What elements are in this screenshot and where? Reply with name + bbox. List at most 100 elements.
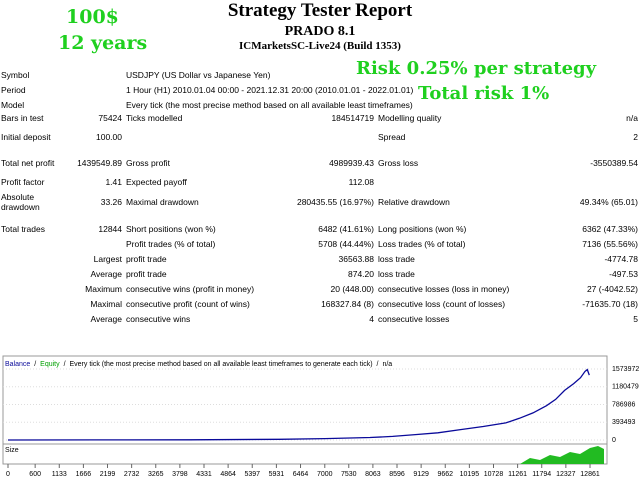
x-tick-label: 8063 [365, 471, 381, 478]
note: Total risk 1% [418, 83, 550, 104]
x-tick-label: 0 [6, 471, 10, 478]
x-tick-label: 7000 [317, 471, 333, 478]
field-label: 1 Hour (H1) 2010.01.04 00:00 - 2021.12.3… [126, 85, 414, 95]
x-tick-label: 600 [29, 471, 41, 478]
field-value: -71635.70 (18) [582, 299, 638, 309]
field-value: Maximal [90, 299, 122, 309]
field-value: 2 [633, 132, 638, 142]
field-value: 4 [369, 314, 374, 324]
field-label: Relative drawdown [378, 197, 450, 207]
field-label: loss trade [378, 269, 415, 279]
field-value: n/a [626, 113, 638, 123]
field-value: 5708 (44.44%) [318, 239, 374, 249]
field-label: Absolute drawdown [1, 192, 40, 212]
server: ICMarketsSC-Live24 (Build 1353) [239, 40, 401, 52]
field-value: 1.41 [105, 177, 122, 187]
field-label: consecutive losses (loss in money) [378, 284, 510, 294]
report-row: Maximum consecutive wins (profit in money… [0, 282, 640, 296]
field-value: 112.08 [348, 177, 374, 187]
field-value: Largest [93, 254, 122, 264]
report-row: Symbol USDJPY (US Dollar vs Japanese Yen) [0, 68, 640, 82]
report-row: Average consecutive wins 4 consecutive loss… [0, 312, 640, 326]
x-tick-label: 5931 [269, 471, 285, 478]
field-value: 184514719 [331, 113, 374, 123]
report-row: Total trades 12844 Short positions (won %)… [0, 222, 640, 236]
field-value: -3550389.54 [590, 158, 638, 168]
report-row: Maximal consecutive profit (count of wins… [0, 297, 640, 311]
field-label: Expected payoff [126, 177, 187, 187]
legend-item: Equity [40, 361, 60, 368]
report-row: Average profit trade 874.20 loss trade -497.… [0, 267, 640, 281]
y-tick-label: 786986 [612, 401, 635, 408]
field-label: Gross profit [126, 158, 170, 168]
field-label: loss trade [378, 254, 415, 264]
field-value: 27 (-4042.52) [586, 284, 638, 294]
report-row: Absolute drawdown 33.26 Maximal drawdown 28… [0, 191, 640, 213]
field-label: Bars in test [1, 113, 44, 123]
field-label: Every tick (the most precise method base… [126, 100, 413, 110]
field-label: Short positions (won %) [126, 224, 216, 234]
field-label: consecutive loss (count of losses) [378, 299, 506, 309]
quality: n/a [382, 361, 392, 368]
field-value: 6362 (47.33%) [582, 224, 638, 234]
field-value: 33.26 [100, 197, 122, 207]
x-tick-label: 6464 [293, 471, 309, 478]
report-row: Largest profit trade 36563.88 loss trade -47… [0, 252, 640, 266]
field-label: profit trade [126, 254, 167, 264]
x-tick-label: 5397 [244, 471, 260, 478]
separator: / [34, 361, 36, 368]
report-row: Initial deposit 100.00 Spread 2 [0, 126, 640, 148]
field-value: 49.34% (65.01) [579, 197, 638, 207]
x-tick-label: 11261 [508, 471, 527, 478]
x-tick-label: 12861 [580, 471, 600, 478]
separator: / [64, 361, 66, 368]
field-label: consecutive wins [126, 314, 191, 324]
field-label: Profit trades (% of total) [126, 239, 216, 249]
x-tick-label: 8596 [389, 471, 405, 478]
y-tick-label: 0 [612, 437, 616, 444]
x-tick-label: 3265 [148, 471, 164, 478]
x-tick-label: 11794 [532, 471, 551, 478]
field-label: consecutive wins (profit in money) [126, 284, 255, 294]
report-subtitle: PRADO 8.1 [284, 24, 356, 39]
x-tick-label: 10728 [484, 471, 504, 478]
x-tick-label: 10195 [460, 471, 480, 478]
field-label: Initial deposit [1, 132, 51, 142]
tag: 12 years [58, 32, 148, 54]
x-tick-label: 2199 [100, 471, 116, 478]
x-tick-label: 1133 [52, 471, 67, 478]
report-title: Strategy Tester Report [227, 0, 413, 21]
field-value: 1439549.89 [77, 158, 122, 168]
field-label: Spread [378, 132, 406, 142]
field-label: Period [1, 85, 26, 95]
field-label: Long positions (won %) [378, 224, 467, 234]
chart: Size Balance / Equity / Every tick (the … [2, 355, 639, 478]
report-row: Profit factor 1.41 Expected payoff 112.08 [0, 175, 640, 189]
x-tick-label: 12327 [556, 471, 576, 478]
field-value: 280435.55 (16.97%) [296, 197, 374, 207]
x-tick-label: 1666 [76, 471, 92, 478]
legend: Balance / Equity / Every tick (the most … [5, 361, 392, 368]
field-value: 874.20 [348, 269, 374, 279]
field-value: 6482 (41.61%) [318, 224, 374, 234]
y-tick-label: 1573972 [612, 366, 639, 373]
x-tick-label: 9129 [413, 471, 429, 478]
field-value: 36563.88 [338, 254, 374, 264]
field-label: Gross loss [378, 158, 419, 168]
field-label: Loss trades (% of total) [378, 239, 466, 249]
field-label: Modelling quality [378, 113, 442, 123]
field-label: Total trades [1, 224, 45, 234]
field-value: -4774.78 [604, 254, 638, 264]
x-tick-label: 9662 [437, 471, 453, 478]
x-tick-label: 7530 [341, 471, 357, 478]
x-tick-label: 4864 [220, 471, 236, 478]
field-label: USDJPY (US Dollar vs Japanese Yen) [126, 70, 271, 80]
y-tick-label: 1180479 [612, 384, 639, 391]
separator: / [377, 361, 379, 368]
field-value: 5 [633, 314, 638, 324]
report-row: Profit trades (% of total) 5708 (44.44%) L… [0, 237, 640, 251]
field-value: 7136 (55.56%) [582, 239, 638, 249]
report-row: Period 1 Hour (H1) 2010.01.04 00:00 - 202… [0, 83, 640, 97]
size-frame [2, 443, 608, 465]
